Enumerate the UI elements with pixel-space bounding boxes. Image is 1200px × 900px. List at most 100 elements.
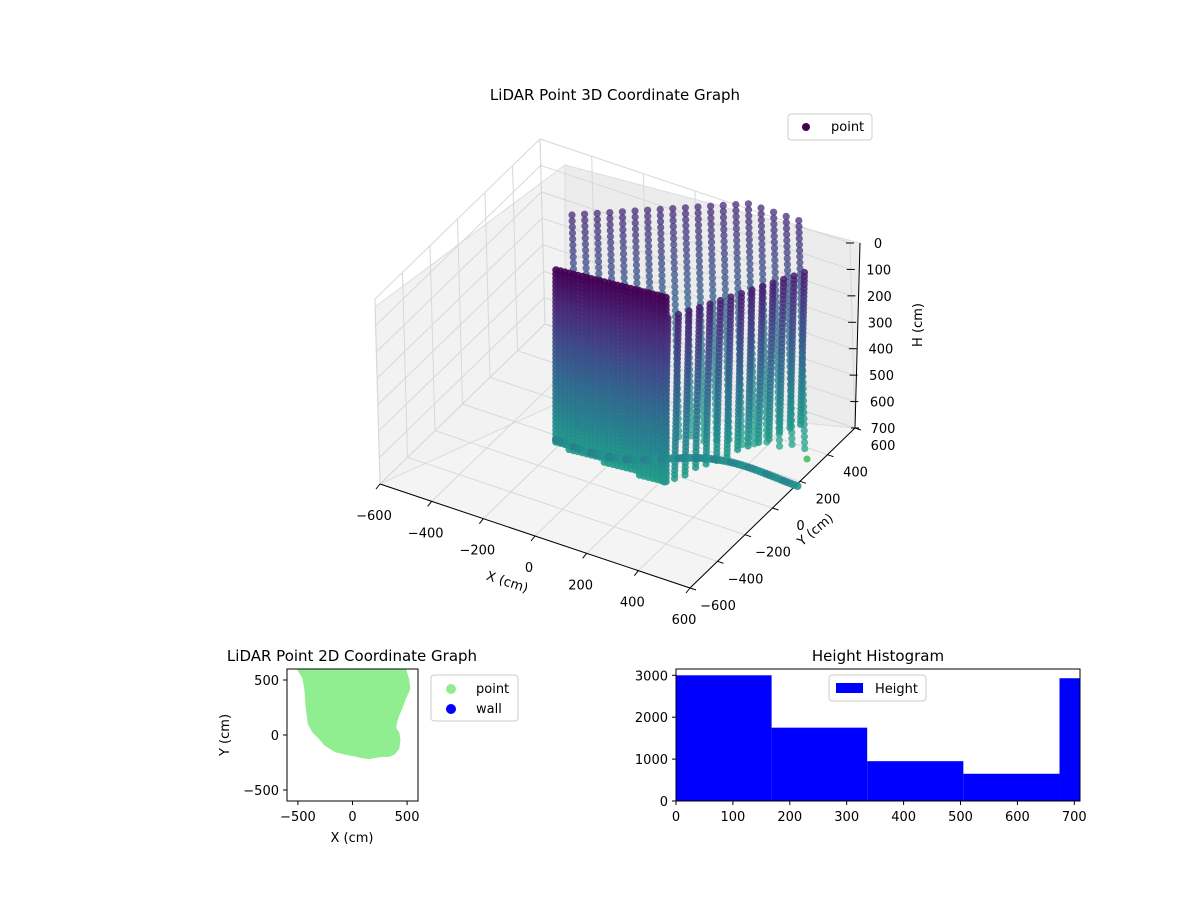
lidar-point: [581, 210, 589, 218]
legend-2d-label-wall: wall: [476, 702, 502, 717]
x-tick-label-3d: 400: [620, 596, 645, 611]
x-tick-3d: [685, 587, 691, 594]
x-tick-label-2d: −500: [280, 810, 316, 825]
lidar-point: [593, 209, 601, 217]
lidar-point: [733, 261, 741, 269]
lidar-point: [770, 226, 778, 234]
lidar-point: [696, 287, 704, 295]
legend-histogram-frame: [828, 674, 927, 702]
lidar-point: [783, 248, 791, 256]
lidar-point: [782, 224, 791, 232]
histogram-bar: [676, 675, 772, 801]
x-tick-label-3d: −600: [356, 509, 392, 524]
lidar-point: [746, 278, 754, 286]
y-tick-3d: [717, 560, 724, 564]
lidar-point: [708, 250, 716, 258]
lidar-point: [795, 235, 803, 243]
lidar-point: [746, 260, 754, 268]
lidar-point: [770, 220, 778, 228]
lidar-point: [707, 226, 715, 234]
lidar-point: [696, 281, 704, 289]
lidar-point: [708, 256, 716, 264]
lidar-point: [744, 442, 752, 450]
lidar-point: [684, 294, 692, 302]
lidar-point: [582, 252, 590, 260]
x-tick-label-histogram: 0: [672, 810, 680, 825]
lidar-point: [632, 255, 640, 263]
lidar-point: [618, 214, 627, 222]
lidar-point: [569, 235, 577, 243]
lidar-point: [800, 427, 808, 435]
lidar-point: [745, 230, 753, 238]
lidar-point: [632, 249, 640, 257]
lidar-point: [757, 204, 765, 212]
lidar-point: [720, 255, 729, 263]
lidar-point: [644, 242, 653, 250]
lidar-point: [721, 291, 730, 299]
ticks-3d: −600−400−2000200400600−600−400−200020040…: [356, 237, 895, 628]
x-tick-label-histogram: 200: [777, 810, 802, 825]
lidar-point: [745, 212, 753, 220]
lidar-point: [745, 242, 754, 250]
lidar-point: [683, 258, 691, 266]
lidar-point: [569, 241, 577, 249]
lidar-point: [696, 293, 704, 301]
lidar-point: [732, 213, 740, 221]
lidar-point: [708, 244, 716, 252]
lidar-point: [757, 210, 765, 218]
y-tick-label-2d: −500: [243, 784, 279, 799]
lidar-point: [707, 232, 715, 240]
lidar-point: [644, 206, 652, 214]
ticks-2d: −500 0 500 −500 0 500: [243, 674, 419, 825]
point-region: [296, 669, 411, 760]
lidar-point: [644, 236, 652, 244]
x-tick-label-3d: 0: [525, 561, 533, 576]
x-tick-label-histogram: 600: [1005, 810, 1030, 825]
lidar-point: [631, 213, 639, 221]
lidar-point: [696, 269, 704, 277]
lidar-point: [707, 238, 716, 246]
lidar-point: [569, 259, 577, 267]
lidar-point: [581, 240, 590, 248]
lidar-point: [594, 227, 602, 235]
lidar-point: [683, 264, 691, 272]
lidar-point: [732, 225, 740, 233]
legend-histogram-label: Height: [875, 682, 918, 697]
x-tick-label-2d: 500: [395, 810, 420, 825]
lidar-point: [721, 261, 729, 269]
lidar-point: [721, 279, 729, 287]
legend-histogram: Height: [828, 674, 927, 702]
lidar-point: [695, 227, 703, 235]
x-tick-3d: [427, 501, 433, 507]
lidar-point: [657, 229, 665, 237]
y-tick-label-3d: −400: [728, 572, 764, 587]
lidar-point: [770, 232, 778, 240]
lidar-point: [593, 215, 601, 223]
lidar-point: [771, 262, 779, 270]
lidar-point: [683, 276, 691, 284]
lidar-point: [695, 263, 704, 271]
lidar-point: [746, 254, 754, 262]
lidar-point: [582, 258, 590, 266]
lidar-point: [645, 272, 653, 280]
lidar-point: [710, 340, 718, 348]
lidar-point: [681, 210, 690, 218]
lidar-point: [682, 216, 690, 224]
lidar-point: [657, 247, 665, 255]
z-axis-label-3d: H (cm): [911, 303, 926, 347]
plot-frame-histogram: [675, 668, 1081, 802]
lidar-point: [619, 220, 627, 228]
lidar-point: [757, 222, 766, 230]
lidar-point: [782, 212, 790, 220]
lidar-point: [732, 207, 740, 215]
x-axis-label-2d: X (cm): [331, 831, 374, 846]
chart-3d: LiDAR Point 3D Coordinate Graph −600 −400…: [356, 86, 926, 628]
lidar-point: [595, 269, 603, 277]
lidar-point: [671, 295, 679, 303]
histogram-bar: [771, 727, 868, 801]
y-tick-3d: [689, 587, 697, 591]
lidar-point: [719, 207, 727, 215]
lidar-point: [669, 211, 677, 219]
lidar-point: [683, 252, 691, 260]
lidar-point: [783, 230, 791, 238]
